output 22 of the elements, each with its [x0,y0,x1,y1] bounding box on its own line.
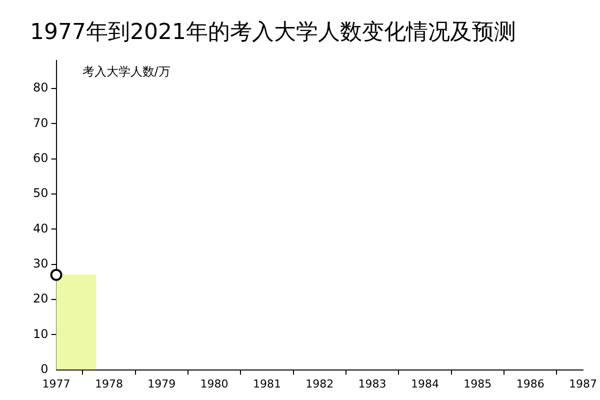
y-tick-label: 0 [40,362,48,376]
y-axis-title: 考入大学人数/万 [82,64,170,79]
x-tick-label: 1981 [252,377,281,390]
x-tick-label: 1984 [410,377,439,390]
y-tick-label: 20 [32,292,48,306]
y-tick-label: 40 [32,221,48,236]
y-tick-label: 70 [32,116,48,130]
x-tick-label: 1983 [358,377,386,390]
y-tick-label: 30 [32,256,48,270]
x-tick-label: 1978 [94,377,123,390]
x-tick-label: 1982 [306,377,334,390]
chart-title: 1977年到2021年的考入大学人数变化情况及预测 [30,20,516,45]
x-tick-label: 1977 [42,377,70,390]
y-tick-label: 60 [32,150,48,165]
x-tick-label: 1986 [516,377,544,390]
x-tick-label: 1987 [569,377,598,390]
x-tick-label: 1979 [148,377,176,390]
x-tick-label: 1980 [200,377,228,390]
x-tick-label: 1985 [464,377,492,390]
y-tick-label: 50 [32,186,48,200]
y-tick-label: 10 [32,326,48,341]
y-tick-label: 80 [32,80,48,95]
